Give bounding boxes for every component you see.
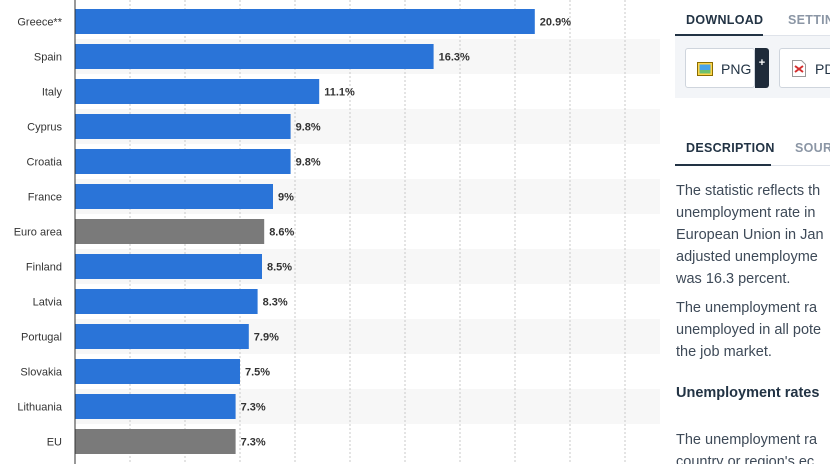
bar [75,429,236,454]
description-paragraph-2: The unemployment ra unemployed in all po… [676,297,830,363]
chart-area: Greece** 20.9% Spain 16.3% Italy 11.1% Cyprus 9… [13,0,626,464]
category-label: Slovakia [20,367,62,379]
description-line: the job market. [676,344,772,360]
category-label: Cyprus [27,122,62,134]
category-label: Spain [34,52,62,64]
description-line: unemployed in all pote [676,322,822,338]
bar [75,114,291,139]
active-tab-indicator [675,34,763,36]
description-paragraph-3: The unemployment ra country or region's … [676,429,830,464]
category-label: Finland [26,262,62,274]
data-label: 20.9% [540,17,571,29]
data-label: 8.3% [263,297,288,309]
category-label: Lithuania [17,402,63,414]
data-label: 7.5% [245,367,270,379]
download-png-button[interactable]: PNG [685,48,755,88]
data-label: 8.5% [267,262,292,274]
bar [75,324,249,349]
description-line: The statistic reflects th [676,183,821,199]
data-label: 7.9% [254,332,279,344]
category-label: Croatia [27,157,63,169]
bar [75,149,291,174]
description-line: was 16.3 percent. [676,271,791,287]
data-label: 8.6% [269,227,294,239]
bar [75,79,320,104]
download-pdf-button[interactable]: PDF [779,48,830,88]
tab-source[interactable]: SOURCE [795,141,830,155]
section-subheading: Unemployment rates [676,385,820,401]
description-line: unemployment rate in [676,205,816,221]
description-line: The unemployment ra [676,300,818,316]
bar [75,394,236,419]
bar [75,9,535,34]
data-label: 7.3% [241,437,266,449]
tab-download[interactable]: DOWNLOAD [686,13,764,27]
tab-settings[interactable]: SETTINGS [788,13,830,27]
png-label: PNG [721,61,752,77]
data-label: 11.1% [324,87,355,99]
download-options: PNG + PDF [675,36,830,98]
png-more-options-button[interactable]: + [755,48,769,88]
description-line: European Union in Jan [676,227,824,243]
active-info-tab-indicator [675,164,771,166]
png-file-icon [697,62,713,76]
bar [75,184,273,209]
data-label: 9.8% [296,157,321,169]
data-label: 7.3% [241,402,266,414]
bar [75,289,258,314]
tab-description[interactable]: DESCRIPTION [686,141,775,155]
data-label: 9% [278,192,294,204]
description-paragraph-1: The statistic reflects th unemployment r… [676,180,830,290]
category-label: Latvia [33,297,63,309]
category-label: Italy [42,87,63,99]
description-line: The unemployment ra [676,432,818,448]
pdf-label: PDF [815,61,830,77]
description-line: country or region's ec [676,454,815,464]
pdf-file-icon [792,60,806,77]
category-label: Portugal [21,332,62,344]
export-tabs: DOWNLOAD SETTINGS [675,0,830,36]
description-line: adjusted unemployme [676,249,818,265]
category-label: Greece** [17,17,62,29]
category-label: EU [47,437,62,449]
category-label: France [28,192,62,204]
info-tabs: DESCRIPTION SOURCE [675,130,830,166]
bar-chart: Greece** 20.9% Spain 16.3% Italy 11.1% Cyprus 9… [13,0,626,464]
bar [75,254,262,279]
sidebar-panel: DOWNLOAD SETTINGS PNG + PDF DESCRIPTION … [660,0,830,464]
bar [75,359,240,384]
bar [75,219,265,244]
bar [75,44,434,69]
data-label: 16.3% [439,52,470,64]
data-label: 9.8% [296,122,321,134]
category-label: Euro area [14,227,63,239]
